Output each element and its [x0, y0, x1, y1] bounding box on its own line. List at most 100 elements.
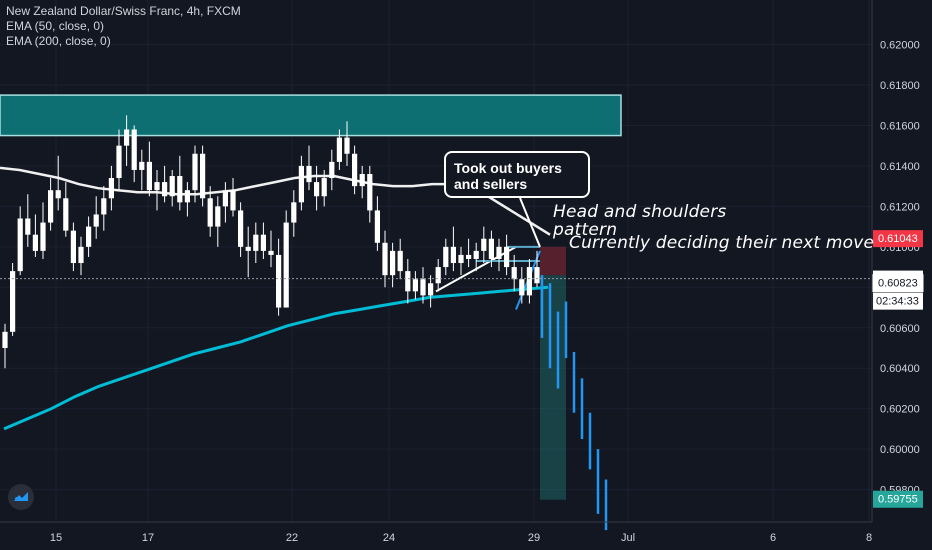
candle-body [428, 283, 434, 296]
candle-body [473, 250, 479, 259]
time-tick-label: 6 [770, 532, 776, 544]
price-tick-label: 0.61200 [880, 201, 920, 213]
price-tick-label: 0.62000 [880, 40, 920, 52]
candle-body [314, 182, 320, 197]
candle-body [291, 202, 297, 223]
candle-body [245, 246, 251, 251]
current-price-tag-bg [873, 230, 923, 248]
candle-body [139, 161, 145, 170]
countdown-bg [873, 292, 923, 310]
candle-body [382, 242, 388, 276]
candle-body [488, 238, 494, 259]
candle-body [374, 210, 380, 243]
ema50-legend[interactable]: EMA (50, close, 0) [6, 19, 105, 33]
candle-body [276, 254, 282, 308]
candle-body [192, 153, 198, 191]
resistance-zone [0, 94, 622, 137]
candle-body [519, 279, 525, 296]
current-price-tag: 0.61043 [878, 233, 918, 245]
symbol-title[interactable]: New Zealand Dollar/Swiss Franc, 4h, FXCM [6, 4, 241, 18]
candle-body [108, 178, 114, 199]
candle-body [336, 137, 342, 162]
candle-body [260, 234, 266, 251]
candle-body [344, 137, 350, 154]
time-tick-label: 15 [50, 532, 62, 544]
candle-body [162, 182, 168, 197]
candle-body [86, 226, 92, 247]
candle-body [321, 178, 327, 197]
candle-body [481, 238, 487, 251]
candle-body [298, 165, 304, 203]
candle-body [390, 250, 396, 276]
candle-body [48, 190, 54, 223]
candle-body [238, 210, 244, 247]
price-tick-label: 0.61600 [880, 120, 920, 132]
candle-body [40, 222, 46, 251]
candle-body [70, 230, 76, 264]
candles [2, 115, 540, 369]
price-tick-label: 0.60600 [880, 323, 920, 335]
candle-body [25, 218, 31, 235]
candle-body [306, 165, 312, 183]
candle-body [359, 174, 365, 187]
candle-body [504, 246, 510, 268]
time-axis: 15 17 22 24 29 Jul 6 8 [50, 532, 872, 544]
candle-body [146, 161, 152, 191]
last-price-tag-bg [872, 274, 924, 293]
price-tick-label: 0.61800 [880, 80, 920, 92]
candle-body [116, 145, 122, 179]
candle-body [511, 267, 517, 280]
target-box [540, 275, 566, 500]
price-tick-label: 0.60400 [880, 363, 920, 375]
time-tick-label: 22 [286, 532, 298, 544]
candle-body [526, 267, 532, 296]
price-tick-label: 0.60200 [880, 404, 920, 416]
candle-body [420, 279, 426, 296]
candle-body [466, 254, 472, 259]
time-tick-label: Jul [621, 532, 635, 544]
candle-body [215, 206, 221, 227]
candle-body [412, 279, 418, 292]
price-tick-label: 0.60000 [880, 444, 920, 456]
ema200-legend[interactable]: EMA (200, close, 0) [6, 34, 111, 48]
candle-body [2, 331, 8, 348]
deciding-label: Currently deciding their next move [569, 233, 875, 253]
candle-body [184, 190, 190, 203]
candle-body [222, 190, 228, 207]
candle-body [496, 246, 502, 259]
candle-body [268, 250, 274, 255]
candle-body [17, 218, 23, 272]
candle-body [207, 198, 213, 227]
candle-body [63, 198, 69, 231]
projection-bars [540, 275, 608, 531]
countdown-tag: 02:34:33 [876, 296, 919, 308]
candle-body [93, 214, 99, 227]
stop-box [540, 246, 566, 276]
callout-box: Took out buyers and sellers [444, 151, 590, 198]
time-tick-label: 17 [142, 532, 154, 544]
candle-body [405, 271, 411, 292]
candle-body [32, 234, 38, 251]
candle-body [55, 190, 61, 199]
candle-body [458, 254, 464, 264]
candle-body [283, 222, 289, 308]
time-tick-label: 24 [383, 532, 395, 544]
candle-body [177, 176, 183, 203]
candle-body [352, 153, 358, 187]
tradingview-logo-icon[interactable] [8, 484, 34, 510]
candle-body [154, 182, 160, 191]
candle-body [329, 161, 335, 179]
grid [0, 0, 872, 522]
pattern-label: pattern [553, 220, 618, 240]
candle-body [101, 198, 107, 215]
candle-body [450, 246, 456, 264]
candle-body [169, 176, 175, 197]
ema-200-line [3, 285, 549, 431]
time-tick-label: 29 [528, 532, 540, 544]
candle-body [200, 153, 206, 199]
last-price-tag: 0.60823 [878, 278, 918, 290]
target-price-tag-bg [873, 490, 923, 508]
candle-body [367, 174, 373, 211]
